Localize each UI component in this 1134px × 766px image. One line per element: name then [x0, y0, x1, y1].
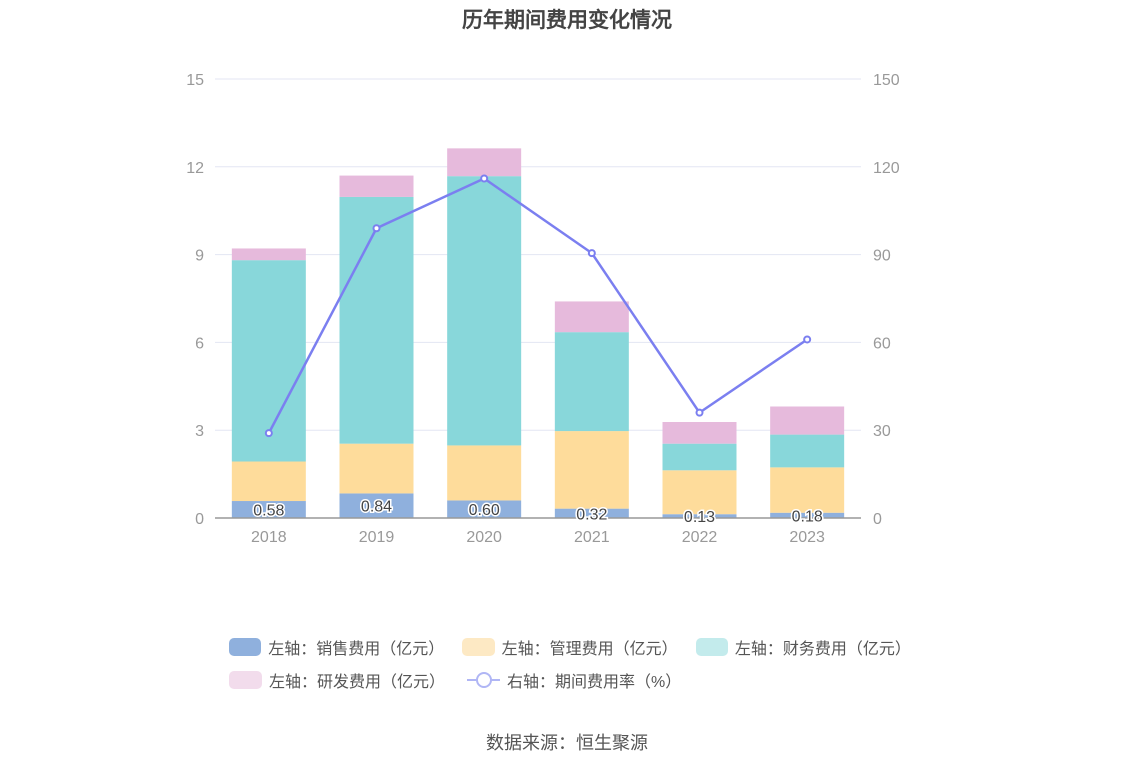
bar-segment — [770, 467, 845, 513]
grid-lines — [215, 78, 861, 431]
x-tick-label: 2022 — [682, 529, 718, 546]
rate-point — [480, 174, 489, 183]
legend: 左轴：销售费用（亿元） 左轴：管理费用（亿元） 左轴：财务费用（亿元） 左轴：研… — [229, 630, 929, 696]
sales-data-label: 0.58 — [253, 503, 284, 520]
sales-data-label: 0.60 — [469, 502, 500, 519]
legend-swatch-finance — [695, 637, 728, 656]
x-tick-label: 2021 — [574, 529, 610, 546]
axes: 0 0 3 30 6 60 9 90 12 120 15 150 2018 2019 2020 2021 202… — [186, 72, 900, 546]
rate-point — [695, 408, 704, 417]
bar-segment — [554, 431, 629, 509]
y-left-tick-label: 15 — [186, 72, 204, 89]
y-left-tick-label: 6 — [195, 335, 204, 352]
bar-segment — [447, 176, 522, 446]
rate-point — [372, 224, 381, 233]
legend-item-admin[interactable]: 左轴：管理费用（亿元） — [462, 635, 678, 659]
legend-label-sales: 左轴：销售费用（亿元） — [268, 640, 445, 658]
legend-label-admin: 左轴：管理费用（亿元） — [501, 640, 678, 658]
bar-segment — [770, 406, 845, 435]
chart-title: 历年期间费用变化情况 — [462, 9, 672, 32]
x-tick-label: 2019 — [359, 529, 395, 546]
bar-series — [231, 148, 845, 518]
y-right-tick-label: 90 — [873, 248, 891, 265]
bar-segment — [770, 512, 845, 518]
bar-segment — [447, 148, 522, 177]
rate-line — [267, 177, 808, 434]
sales-data-label: 0.32 — [576, 506, 607, 523]
y-left-tick-label: 9 — [195, 248, 204, 265]
bar-segment — [339, 175, 414, 197]
rate-point — [587, 249, 596, 258]
legend-row-2: 左轴：研发费用（亿元） 右轴：期间费用率（%） — [229, 663, 929, 696]
bar-segment — [554, 332, 629, 432]
legend-swatch-sales — [229, 637, 262, 656]
data-labels: 0.58 0.84 0.60 0.32 0.13 0.18 — [252, 497, 825, 527]
bar-segment — [662, 470, 737, 515]
y-left-tick-label: 0 — [195, 511, 204, 528]
sales-data-label: 0.13 — [684, 509, 715, 526]
legend-item-finance[interactable]: 左轴：财务费用（亿元） — [695, 635, 911, 659]
bar-segment — [339, 443, 414, 494]
sales-data-label: 0.84 — [361, 499, 392, 516]
bar-segment — [662, 514, 737, 518]
bar-segment — [231, 248, 306, 261]
y-left-tick-label: 3 — [195, 423, 204, 440]
legend-row-1: 左轴：销售费用（亿元） 左轴：管理费用（亿元） 左轴：财务费用（亿元） — [229, 630, 929, 663]
bar-segment — [554, 301, 629, 333]
bar-segment — [554, 508, 629, 518]
bar-segment — [231, 461, 306, 502]
rate-point — [264, 429, 273, 438]
x-tick-label: 2018 — [251, 529, 287, 546]
y-right-tick-label: 150 — [873, 72, 900, 89]
y-right-tick-label: 30 — [873, 423, 891, 440]
sales-data-label: 0.18 — [792, 508, 823, 525]
legend-label-rate: 右轴：期间费用率（%） — [507, 673, 682, 691]
line-series — [264, 174, 812, 438]
bar-segment — [339, 196, 414, 444]
legend-label-finance: 左轴：财务费用（亿元） — [734, 640, 911, 658]
bar-segment — [339, 493, 414, 518]
source-note: 数据来源：恒生聚源 — [486, 733, 648, 753]
legend-item-rate[interactable]: 右轴：期间费用率（%） — [467, 668, 681, 692]
legend-item-sales[interactable]: 左轴：销售费用（亿元） — [229, 635, 445, 659]
bar-segment — [770, 434, 845, 468]
bar-segment — [662, 422, 737, 444]
y-right-tick-label: 60 — [873, 335, 891, 352]
legend-swatch-rnd — [229, 670, 262, 689]
bar-segment — [447, 500, 522, 518]
y-left-tick-label: 12 — [186, 160, 204, 177]
chart-area: 0 0 3 30 6 60 9 90 12 120 15 150 2018 2019 2020 2021 202… — [186, 72, 900, 546]
x-tick-label: 2020 — [466, 529, 502, 546]
y-right-tick-label: 0 — [873, 511, 882, 528]
legend-label-rnd: 左轴：研发费用（亿元） — [269, 673, 446, 691]
legend-item-rnd[interactable]: 左轴：研发费用（亿元） — [229, 668, 445, 692]
legend-swatch-rate — [467, 671, 501, 689]
bar-segment — [231, 501, 306, 518]
bar-segment — [662, 443, 737, 471]
y-right-tick-label: 120 — [873, 160, 900, 177]
legend-swatch-admin — [462, 637, 495, 656]
x-tick-label: 2023 — [789, 529, 825, 546]
bar-segment — [231, 260, 306, 462]
bar-segment — [447, 445, 522, 501]
rate-point — [803, 335, 812, 344]
